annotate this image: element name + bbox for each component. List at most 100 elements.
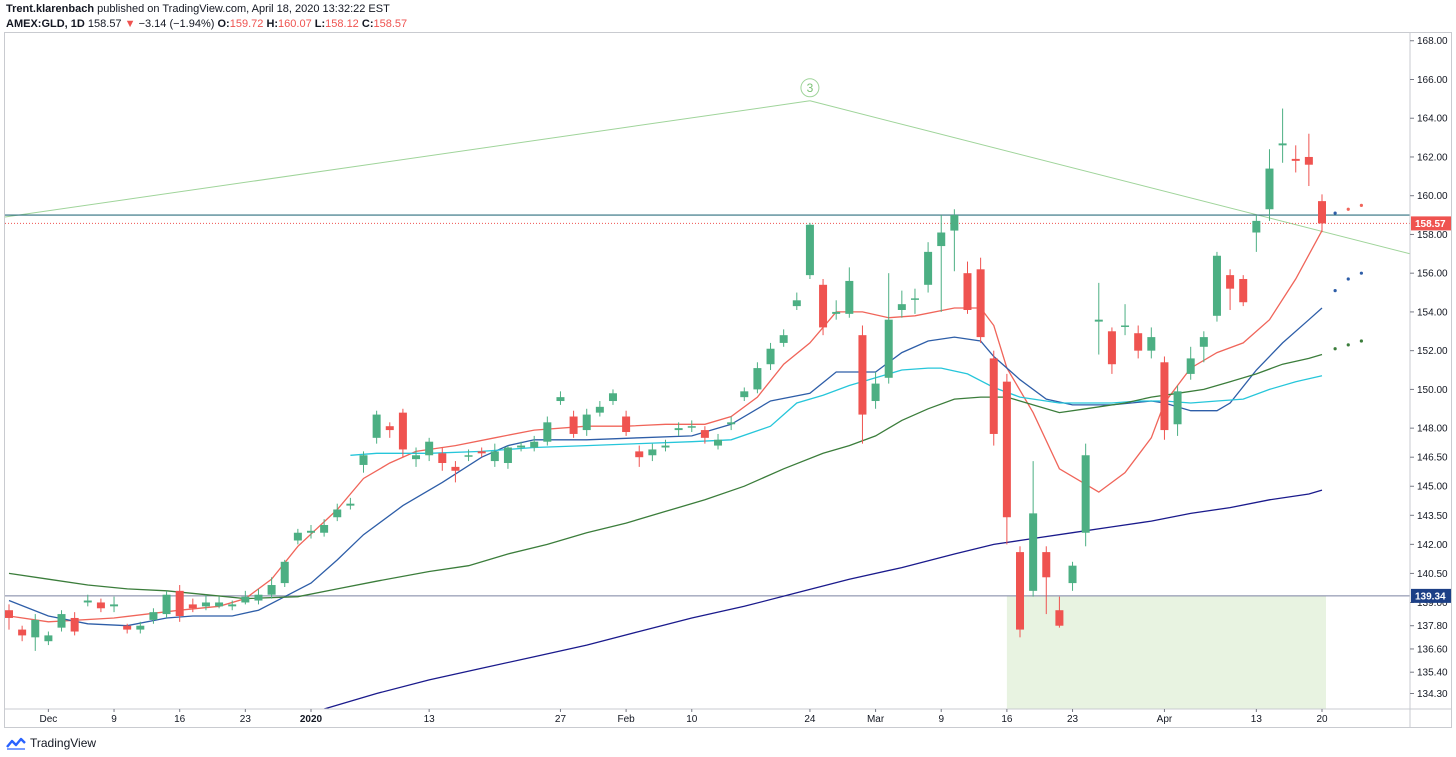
candle-body xyxy=(1173,391,1182,425)
wave-label-circle xyxy=(800,78,820,98)
candle xyxy=(937,215,946,312)
chart-frame[interactable]: 3 168.00 166.00 164.00 162.00 160.00 158.00 156… xyxy=(4,32,1452,728)
candle-body xyxy=(215,602,224,607)
candle xyxy=(1055,596,1064,628)
candle-body xyxy=(385,426,394,431)
candle-body xyxy=(96,602,105,609)
candle xyxy=(1318,194,1326,233)
candle-body xyxy=(425,441,434,456)
candle-body xyxy=(1055,610,1064,626)
candle xyxy=(910,288,919,314)
price-tick-label: 160.00 xyxy=(1417,191,1448,202)
price-change: −3.14 (−1.94%) xyxy=(138,18,215,30)
candle xyxy=(1304,133,1313,187)
projection-dot xyxy=(1333,211,1337,215)
candle xyxy=(517,441,526,452)
candle xyxy=(582,408,591,436)
candle xyxy=(963,261,972,314)
support-price-tag: 139.34 xyxy=(1415,591,1446,602)
candle xyxy=(832,300,841,320)
open-label: O: xyxy=(217,18,230,30)
candle-body xyxy=(1318,201,1326,224)
time-tick-label: Feb xyxy=(617,714,635,725)
candle-body xyxy=(1107,331,1116,365)
candle-body xyxy=(937,232,946,247)
last-price-tag: 158.57 xyxy=(1415,219,1446,230)
price-tick-label: 145.00 xyxy=(1417,482,1448,493)
candle-body xyxy=(766,348,775,365)
candle xyxy=(819,278,828,336)
candle xyxy=(123,623,132,634)
candle xyxy=(306,524,315,539)
candle xyxy=(372,410,381,444)
candle-body xyxy=(674,428,683,431)
candle xyxy=(412,447,421,467)
time-tick-label: 27 xyxy=(555,714,567,725)
candle xyxy=(215,596,224,609)
candle-body xyxy=(661,445,670,448)
candle xyxy=(897,290,906,318)
candle-body xyxy=(451,466,460,471)
candle-body xyxy=(1081,455,1090,533)
support-price-tag-bg xyxy=(1411,588,1451,603)
candle xyxy=(779,329,788,347)
candle xyxy=(1239,275,1248,307)
candle-body xyxy=(464,455,473,457)
candle xyxy=(766,342,775,371)
candle xyxy=(740,387,749,402)
candle-body xyxy=(57,614,66,628)
candle xyxy=(451,461,460,483)
candle xyxy=(674,422,683,436)
candle-body xyxy=(897,304,906,310)
candle-body xyxy=(1199,337,1208,347)
candle xyxy=(228,600,237,611)
candle-body xyxy=(438,453,447,464)
candle xyxy=(1002,373,1011,545)
candle-body xyxy=(1147,337,1156,351)
candle-body xyxy=(924,251,933,285)
candle-body xyxy=(950,215,959,231)
time-tick-label: 20 xyxy=(1316,714,1328,725)
candle xyxy=(425,437,434,462)
candle xyxy=(1121,304,1130,336)
candle xyxy=(1226,269,1235,310)
candle-body xyxy=(70,617,79,632)
open-value: 159.72 xyxy=(229,18,264,30)
candle xyxy=(1081,443,1090,547)
candle-body xyxy=(595,406,604,413)
candle-body xyxy=(635,451,644,458)
candle xyxy=(477,447,486,458)
candle xyxy=(1042,546,1051,615)
candle xyxy=(96,598,105,613)
time-tick-label: Dec xyxy=(39,714,57,725)
moving-average-green xyxy=(8,353,1323,600)
candle-body xyxy=(832,311,841,314)
candle xyxy=(254,588,263,605)
candle-body xyxy=(110,604,119,607)
candle-body xyxy=(31,619,40,638)
candle xyxy=(385,422,394,438)
candle-body xyxy=(228,604,237,607)
time-tick-label: 24 xyxy=(804,714,816,725)
tradingview-footer[interactable]: TradingView xyxy=(6,734,96,752)
price-tick-label: 150.00 xyxy=(1417,385,1448,396)
price-tick-label: 152.00 xyxy=(1417,346,1448,357)
candle-body xyxy=(254,594,263,601)
candle xyxy=(569,410,578,438)
price-tick-label: 139.00 xyxy=(1417,598,1448,609)
price-chart[interactable]: 3 168.00 166.00 164.00 162.00 160.00 158.00 156… xyxy=(5,33,1451,727)
candle xyxy=(359,451,368,473)
candle xyxy=(1199,331,1208,363)
candle xyxy=(162,590,171,618)
projection-dot xyxy=(1333,347,1337,351)
candle-body xyxy=(1278,143,1287,146)
candle xyxy=(805,222,814,279)
candle xyxy=(136,621,145,634)
tradingview-brand: TradingView xyxy=(30,736,97,750)
candle-body xyxy=(976,269,985,338)
price-tick-label: 158.00 xyxy=(1417,230,1448,241)
candle-body xyxy=(517,445,526,448)
author-name[interactable]: Trent.klarenbach xyxy=(6,3,95,15)
candle xyxy=(267,577,276,599)
candle-body xyxy=(1094,319,1103,322)
